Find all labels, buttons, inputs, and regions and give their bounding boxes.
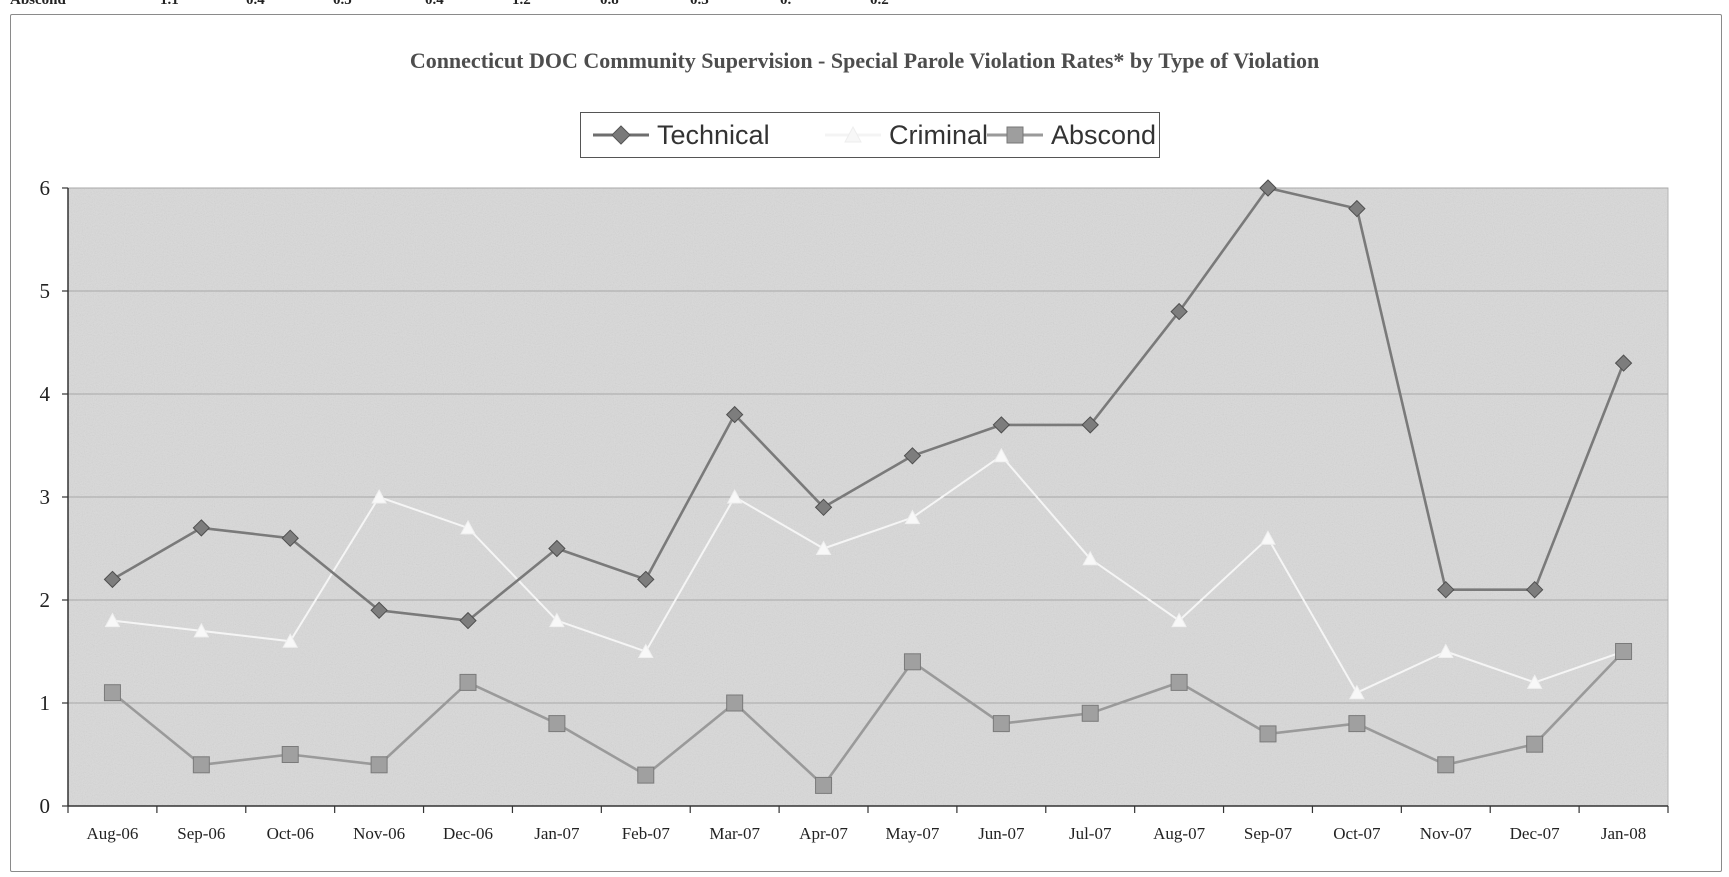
top-row-value: 0.4 [425, 0, 444, 8]
top-row-abscond: Abscond 1.1 0.4 0.5 0.4 1.2 0.8 0.3 0. 0… [0, 0, 1000, 10]
legend-item-criminal: Criminal [821, 117, 988, 153]
chart-title: Connecticut DOC Community Supervision - … [409, 48, 1320, 73]
triangle-marker-icon [825, 125, 881, 143]
top-row-value: 0.8 [600, 0, 619, 8]
square-marker-icon [987, 126, 1043, 144]
top-row-value: 0.2 [870, 0, 889, 8]
top-row-value: 0.3 [690, 0, 709, 8]
top-row-value: 0.4 [246, 0, 265, 8]
legend-label-technical: Technical [657, 119, 770, 150]
top-row-value: 0. [780, 0, 792, 8]
chart-frame [10, 14, 1722, 872]
top-row-value: 1.1 [160, 0, 179, 8]
top-row-label: Abscond [10, 0, 66, 8]
legend-item-technical: Technical [589, 117, 770, 153]
diamond-marker-icon [593, 125, 649, 145]
chart-legend: Technical Criminal Abscond [580, 112, 1160, 158]
legend-label-abscond: Abscond [1051, 119, 1157, 150]
legend-label-criminal: Criminal [889, 119, 989, 150]
top-row-value: 1.2 [512, 0, 531, 8]
legend-item-abscond: Abscond [983, 117, 1156, 153]
top-row-value: 0.5 [333, 0, 352, 8]
